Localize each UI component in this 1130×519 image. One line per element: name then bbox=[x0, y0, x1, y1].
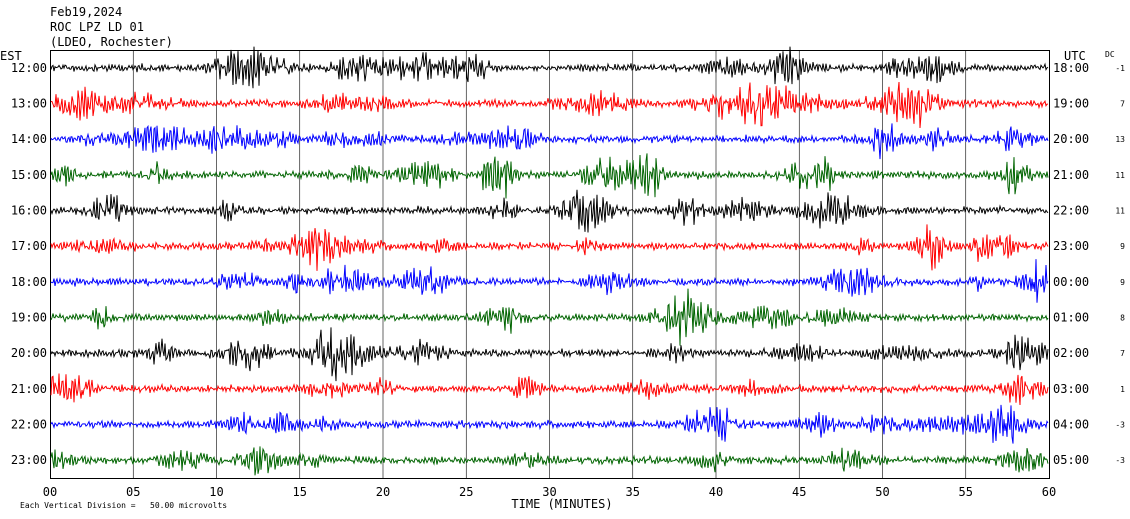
trace-1900 bbox=[50, 288, 1049, 346]
est-hour-label: 17:00 bbox=[11, 239, 47, 253]
est-axis-label: EST bbox=[0, 49, 22, 63]
dc-offset-label: 8 bbox=[1120, 314, 1125, 323]
utc-hour-label: 21:00 bbox=[1053, 168, 1089, 182]
header-station: ROC LPZ LD 01 bbox=[50, 20, 144, 34]
x-tick-label: 10 bbox=[209, 485, 223, 499]
x-tick-label: 50 bbox=[875, 485, 889, 499]
utc-hour-label: 20:00 bbox=[1053, 132, 1089, 146]
trace-2300 bbox=[50, 446, 1049, 476]
utc-hour-label: 00:00 bbox=[1053, 275, 1089, 289]
dc-column-label: DC bbox=[1105, 50, 1115, 59]
dc-offset-label: 11 bbox=[1115, 207, 1125, 216]
x-tick-label: 45 bbox=[792, 485, 806, 499]
est-hour-label: 22:00 bbox=[11, 418, 47, 432]
est-hour-label: 21:00 bbox=[11, 382, 47, 396]
dc-offset-label: 9 bbox=[1120, 242, 1125, 251]
utc-hour-label: 04:00 bbox=[1053, 418, 1089, 432]
dc-offset-label: -1 bbox=[1115, 64, 1125, 73]
x-tick-label: 40 bbox=[709, 485, 723, 499]
utc-hour-label: 23:00 bbox=[1053, 239, 1089, 253]
utc-hour-label: 01:00 bbox=[1053, 311, 1089, 325]
utc-hour-label: 18:00 bbox=[1053, 61, 1089, 75]
x-tick-labels: 00 05 10 15 20 25 30 35 40 45 50 55 60 bbox=[43, 485, 1056, 499]
trace-1300 bbox=[50, 81, 1049, 129]
utc-hour-label: 05:00 bbox=[1053, 453, 1089, 467]
trace-1200 bbox=[50, 46, 1049, 89]
trace-2200 bbox=[50, 404, 1049, 444]
dc-offset-label: 1 bbox=[1120, 385, 1125, 394]
est-hour-label: 13:00 bbox=[11, 97, 47, 111]
x-axis-label: TIME (MINUTES) bbox=[511, 497, 612, 511]
trace-1600 bbox=[50, 189, 1049, 233]
x-tick-label: 35 bbox=[626, 485, 640, 499]
dc-offset-label: 11 bbox=[1115, 171, 1125, 180]
dc-offset-labels: -1 7 13 11 11 9 9 8 7 1 -3 -3 bbox=[1115, 64, 1125, 465]
trace-2100 bbox=[50, 373, 1049, 406]
trace-2000 bbox=[50, 327, 1049, 382]
dc-offset-label: 13 bbox=[1115, 135, 1125, 144]
scale-note: Each Vertical Division = 50.00 microvolt… bbox=[20, 501, 227, 510]
header-date: Feb19,2024 bbox=[50, 5, 122, 19]
utc-hour-labels: 18:00 19:00 20:00 21:00 22:00 23:00 00:00 01:00… bbox=[1053, 61, 1089, 467]
dc-offset-label: 9 bbox=[1120, 278, 1125, 287]
x-tick-label: 30 bbox=[542, 485, 556, 499]
dc-offset-label: 7 bbox=[1120, 349, 1125, 358]
dc-offset-label: -3 bbox=[1115, 456, 1125, 465]
est-hour-label: 18:00 bbox=[11, 275, 47, 289]
seismic-traces bbox=[50, 46, 1049, 476]
est-hour-label: 20:00 bbox=[11, 346, 47, 360]
x-tick-label: 60 bbox=[1042, 485, 1056, 499]
x-tick-label: 15 bbox=[293, 485, 307, 499]
x-tick-label: 55 bbox=[959, 485, 973, 499]
x-tick-label: 25 bbox=[459, 485, 473, 499]
plot-frame bbox=[50, 50, 1050, 479]
trace-1800 bbox=[50, 259, 1049, 303]
est-hour-label: 23:00 bbox=[11, 453, 47, 467]
header-network: (LDEO, Rochester) bbox=[50, 35, 173, 49]
x-tick-label: 00 bbox=[43, 485, 57, 499]
trace-1700 bbox=[50, 224, 1049, 271]
utc-hour-label: 19:00 bbox=[1053, 97, 1089, 111]
utc-hour-label: 22:00 bbox=[1053, 204, 1089, 218]
utc-axis-label: UTC bbox=[1064, 49, 1086, 63]
est-hour-label: 16:00 bbox=[11, 204, 47, 218]
est-hour-label: 19:00 bbox=[11, 311, 47, 325]
trace-1500 bbox=[50, 153, 1049, 199]
est-hour-labels: 12:00 13:00 14:00 15:00 16:00 17:00 18:00 19:00… bbox=[11, 61, 47, 467]
dc-offset-label: -3 bbox=[1115, 421, 1125, 430]
utc-hour-label: 03:00 bbox=[1053, 382, 1089, 396]
x-tick-label: 05 bbox=[126, 485, 140, 499]
est-hour-label: 14:00 bbox=[11, 132, 47, 146]
x-tick-label: 20 bbox=[376, 485, 390, 499]
est-hour-label: 15:00 bbox=[11, 168, 47, 182]
utc-hour-label: 02:00 bbox=[1053, 346, 1089, 360]
trace-1400 bbox=[50, 123, 1049, 160]
vertical-gridlines bbox=[132, 50, 967, 478]
dc-offset-label: 7 bbox=[1120, 100, 1125, 109]
est-hour-label: 12:00 bbox=[11, 61, 47, 75]
